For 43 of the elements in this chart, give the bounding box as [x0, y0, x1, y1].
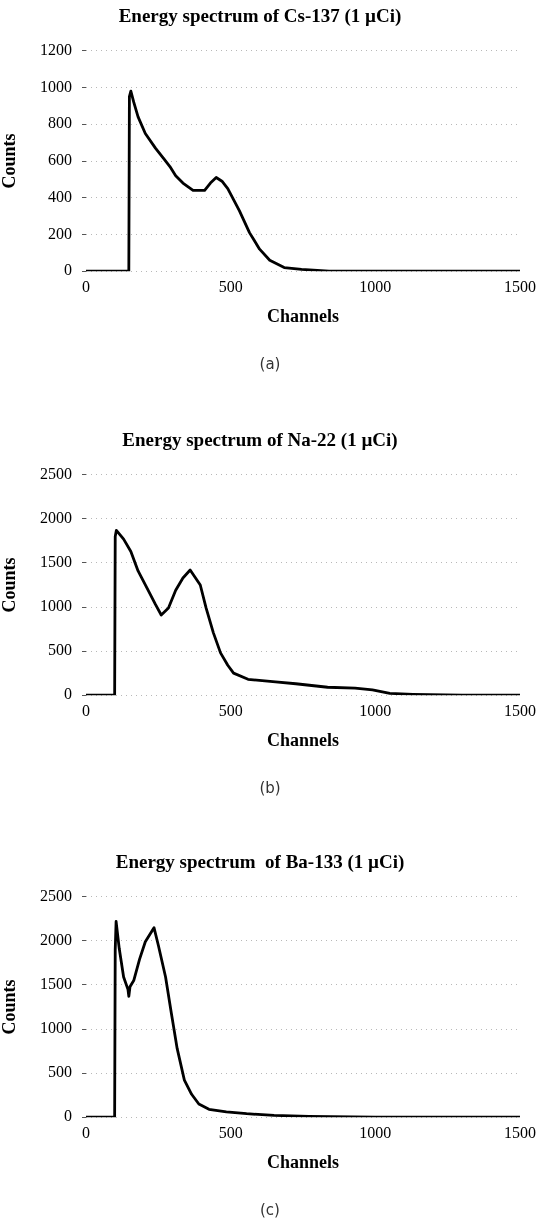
x-tick-label: 1000 — [359, 1124, 392, 1141]
y-tick-label: 0 — [64, 1107, 72, 1125]
y-tick-label: 1000 — [40, 597, 72, 615]
x-tick-label: 1500 — [504, 1124, 536, 1141]
x-axis-title: Channels — [266, 1151, 340, 1172]
text: (a) — [258, 354, 282, 374]
y-tick-label: 2500 — [40, 887, 72, 904]
y-tick-label: 2000 — [40, 509, 72, 527]
y-tick-label: 0 — [64, 261, 72, 279]
y-tick-label: 1000 — [40, 77, 72, 95]
y-tick-label: 400 — [48, 187, 72, 205]
text: (c) — [259, 1200, 281, 1220]
x-tick-label: 500 — [218, 278, 243, 295]
y-axis-title: Counts — [0, 133, 20, 189]
y-tick-label: 500 — [48, 1063, 72, 1081]
text: (b) — [258, 778, 282, 798]
chart-title: Energy spectrum of Cs-137 (1 µCi) — [118, 5, 402, 28]
x-tick-label: 0 — [82, 702, 90, 719]
x-tick-label: 0 — [82, 1124, 90, 1141]
y-tick-label: 800 — [48, 114, 72, 132]
x-axis-title: Channels — [266, 729, 340, 750]
y-tick-label: 0 — [64, 685, 72, 703]
y-tick-label: 2500 — [40, 465, 72, 482]
y-tick-label: 500 — [48, 641, 72, 659]
x-tick-label: 500 — [218, 1124, 243, 1141]
chart-title: Energy spectrum of Na-22 (1 µCi) — [122, 429, 398, 452]
y-tick-label: 1000 — [40, 1019, 72, 1037]
x-tick-label: 500 — [218, 702, 243, 719]
y-tick-label: 200 — [48, 224, 72, 242]
y-tick-label: 2000 — [40, 931, 72, 949]
y-tick-label: 1500 — [40, 975, 72, 993]
y-tick-label: 600 — [48, 151, 72, 169]
y-axis-title: Counts — [0, 557, 20, 613]
x-tick-label: 1500 — [504, 702, 536, 719]
x-axis-title: Channels — [266, 305, 340, 326]
y-tick-label: 1500 — [40, 553, 72, 571]
x-tick-label: 0 — [82, 278, 90, 295]
x-tick-label: 1000 — [359, 702, 392, 719]
y-axis-title: Counts — [0, 979, 20, 1035]
chart-title: Energy spectrum of Ba-133 (1 µCi) — [115, 851, 405, 874]
x-tick-label: 1000 — [359, 278, 392, 295]
x-tick-label: 1500 — [504, 278, 536, 295]
y-tick-label: 1200 — [40, 41, 72, 58]
